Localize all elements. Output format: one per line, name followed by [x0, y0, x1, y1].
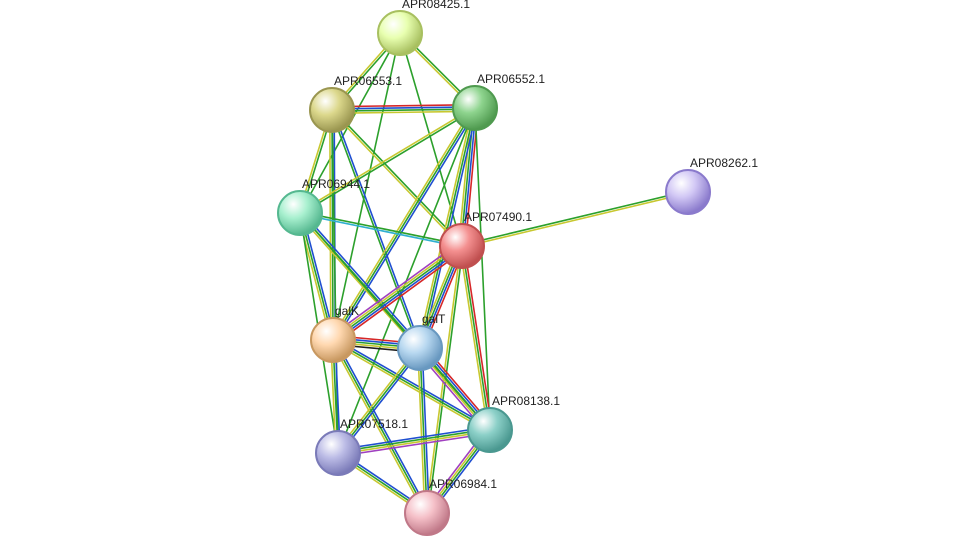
- edge: [338, 431, 490, 454]
- node-circle[interactable]: [278, 191, 322, 235]
- network-graph: APR08425.1 APR06553.1 APR06552.1 APR06944.1…: [0, 0, 975, 549]
- node-circle[interactable]: [310, 88, 354, 132]
- node-label: APR06944.1: [302, 177, 370, 191]
- node-label: APR07490.1: [464, 210, 532, 224]
- edge: [330, 110, 331, 340]
- node-label: APR08138.1: [492, 394, 560, 408]
- node-label: APR07518.1: [340, 417, 408, 431]
- node-APR06984_1[interactable]: APR06984.1: [405, 477, 497, 535]
- node-APR08425_1[interactable]: APR08425.1: [378, 0, 470, 55]
- node-label: APR06553.1: [334, 74, 402, 88]
- node-label: galT: [422, 312, 446, 326]
- node-circle[interactable]: [316, 431, 360, 475]
- node-APR06552_1[interactable]: APR06552.1: [453, 72, 545, 130]
- node-circle[interactable]: [666, 170, 710, 214]
- node-APR08138_1[interactable]: APR08138.1: [468, 394, 560, 452]
- node-label: APR08262.1: [690, 156, 758, 170]
- nodes-layer: APR08425.1 APR06553.1 APR06552.1 APR06944.1…: [278, 0, 758, 535]
- node-label: APR06552.1: [477, 72, 545, 86]
- node-circle[interactable]: [311, 318, 355, 362]
- node-APR06553_1[interactable]: APR06553.1: [310, 74, 402, 132]
- node-circle[interactable]: [440, 224, 484, 268]
- node-label: galK: [335, 304, 359, 318]
- node-circle[interactable]: [468, 408, 512, 452]
- node-circle[interactable]: [453, 86, 497, 130]
- node-galT[interactable]: galT: [398, 312, 446, 370]
- node-circle[interactable]: [378, 11, 422, 55]
- node-circle[interactable]: [398, 326, 442, 370]
- node-circle[interactable]: [405, 491, 449, 535]
- node-label: APR06984.1: [429, 477, 497, 491]
- node-label: APR08425.1: [402, 0, 470, 11]
- edge: [338, 429, 490, 452]
- node-APR08262_1[interactable]: APR08262.1: [666, 156, 758, 214]
